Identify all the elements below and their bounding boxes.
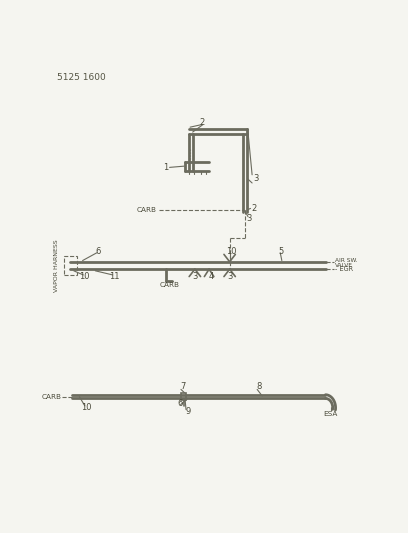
Text: CARB: CARB [137,207,157,213]
Text: 8: 8 [256,383,261,391]
Text: 6: 6 [95,247,101,256]
Text: AIR SW.: AIR SW. [335,257,357,263]
Text: 9: 9 [185,407,191,416]
Text: 11: 11 [109,272,120,281]
Text: 3: 3 [253,174,259,183]
Text: 10: 10 [79,272,89,281]
Text: 5125 1600: 5125 1600 [57,74,105,83]
Text: VAPOR HARNESS: VAPOR HARNESS [54,239,59,292]
Text: 10: 10 [81,403,91,412]
Text: 6: 6 [177,399,183,408]
Text: 7: 7 [180,383,185,391]
Text: CARB: CARB [42,394,62,400]
Text: CARB: CARB [160,282,180,288]
Text: ESA: ESA [324,410,338,417]
Text: 1: 1 [163,163,168,172]
Text: 2: 2 [200,118,205,127]
Text: 3: 3 [227,272,233,281]
Text: 2: 2 [252,204,257,213]
Text: 3: 3 [192,272,197,281]
Text: 4: 4 [208,272,214,281]
Text: 5: 5 [279,247,284,256]
Bar [64,256,77,274]
Text: 10: 10 [226,247,237,256]
Text: - EGR: - EGR [335,266,353,272]
Text: VALVE: VALVE [335,263,353,268]
Bar [181,393,186,400]
Text: 3: 3 [246,214,252,223]
